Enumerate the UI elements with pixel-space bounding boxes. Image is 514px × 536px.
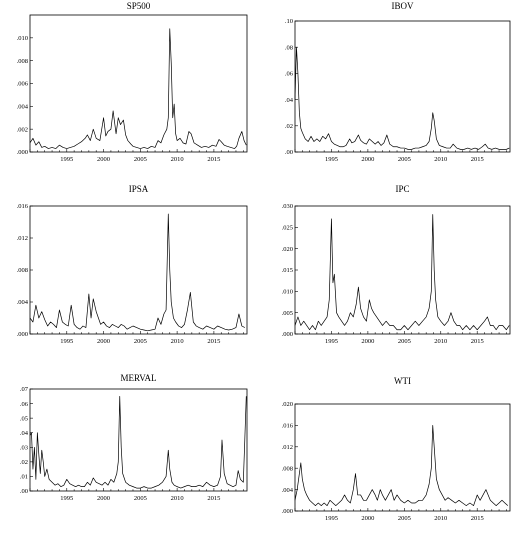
x-tick-label: 2000: [361, 338, 374, 345]
y-tick-label: .04: [20, 430, 29, 437]
x-tick-label: 2005: [134, 495, 147, 502]
x-tick-label: 1995: [60, 495, 73, 502]
panel-title-sp500: SP500: [127, 1, 151, 11]
x-tick-label: 2015: [207, 338, 220, 345]
panel-ipsa: IPSA .000 .004 .008 .012 .016 1995 2000 2005 2010…: [17, 184, 248, 345]
series-line-ipsa: [29, 213, 245, 332]
panel-sp500: SP500 .000 .002 .004 .006 .008 .010 1995 2000 200…: [17, 1, 248, 163]
y-tick-label: .004: [282, 487, 294, 494]
y-tick-label: .025: [282, 225, 293, 232]
y-tick-label: .000: [17, 149, 28, 156]
x-tick-label: 2005: [398, 156, 411, 163]
x-tick-label: 2010: [434, 156, 447, 163]
y-tick-label: .004: [17, 104, 29, 111]
x-tick-label: 2015: [471, 156, 484, 163]
x-tick-label: 2005: [134, 156, 147, 163]
x-tick-label: 1995: [325, 338, 338, 345]
y-tick-label: .00: [20, 488, 28, 495]
x-tick-label: 2005: [398, 515, 411, 522]
y-tick-label: .07: [20, 386, 29, 393]
x-tick-label: 2000: [97, 338, 110, 345]
x-tick-label: 2015: [207, 156, 220, 163]
x-tick-label: 1995: [325, 156, 338, 163]
series-line-merval: [29, 395, 247, 489]
y-tick-label: .02: [20, 459, 28, 466]
panel-title-ibov: IBOV: [392, 1, 414, 11]
series-line-ipc: [294, 214, 510, 331]
plot-frame-wti: [294, 403, 511, 512]
panel-title-merval: MERVAL: [120, 373, 156, 383]
panel-title-ipc: IPC: [395, 184, 409, 194]
x-tick-label: 2010: [171, 495, 184, 502]
y-tick-label: .01: [20, 474, 28, 481]
y-tick-label: .008: [17, 58, 28, 65]
y-tick-label: .010: [17, 35, 28, 42]
y-tick-label: .05: [20, 415, 28, 422]
x-tick-label: 2000: [97, 495, 110, 502]
y-tick-label: .06: [285, 71, 294, 78]
y-tick-label: .002: [17, 126, 28, 133]
plot-frame-ipsa: [29, 205, 248, 335]
x-tick-label: 2010: [171, 156, 184, 163]
y-tick-label: .012: [17, 235, 28, 242]
y-tick-label: .000: [282, 508, 293, 515]
panel-wti: WTI .000 .004 .008 .012 .016 .020 1995 2000 2005 2…: [282, 376, 511, 522]
x-tick-label: 2015: [207, 495, 220, 502]
panel-title-wti: WTI: [394, 376, 411, 386]
x-tick-label: 1995: [60, 338, 73, 345]
y-tick-label: .030: [282, 203, 293, 210]
x-tick-label: 2000: [361, 515, 374, 522]
y-tick-label: .008: [282, 465, 293, 472]
panel-merval: MERVAL .00 .01 .02 .03 .04 .05 .06 .07 1995 2000 20…: [20, 373, 248, 502]
series-line-sp500: [29, 28, 247, 149]
y-tick-label: .03: [20, 444, 28, 451]
series-line-ibov: [294, 46, 510, 150]
y-tick-label: .00: [285, 149, 293, 156]
y-tick-label: .06: [20, 401, 29, 408]
plot-frame-sp500: [29, 14, 248, 153]
series-line-wti: [294, 425, 509, 506]
y-tick-label: .10: [285, 18, 293, 25]
y-tick-label: .010: [282, 289, 293, 296]
y-tick-label: .000: [17, 331, 28, 338]
y-tick-label: .000: [282, 331, 293, 338]
y-tick-label: .015: [282, 267, 293, 274]
y-tick-label: .020: [282, 246, 293, 253]
y-tick-label: .08: [285, 44, 293, 51]
x-tick-label: 2005: [134, 338, 147, 345]
x-tick-label: 2000: [361, 156, 374, 163]
x-tick-label: 2010: [171, 338, 184, 345]
x-tick-label: 2005: [398, 338, 411, 345]
x-tick-label: 2000: [97, 156, 110, 163]
y-tick-label: .012: [282, 444, 293, 451]
plot-frame-merval: [29, 388, 248, 492]
x-tick-label: 2015: [471, 515, 484, 522]
y-tick-label: .005: [282, 310, 293, 317]
y-tick-label: .008: [17, 267, 28, 274]
plot-frame-ibov: [294, 20, 511, 153]
y-tick-label: .020: [282, 401, 293, 408]
x-tick-label: 2015: [471, 338, 484, 345]
y-tick-label: .016: [17, 203, 29, 210]
y-tick-label: .016: [282, 423, 294, 430]
y-tick-label: .004: [17, 299, 29, 306]
x-tick-label: 1995: [325, 515, 338, 522]
panel-ibov: IBOV .00 .02 .04 .06 .08 .10 1995 2000 2005 2010 20…: [285, 1, 511, 163]
x-tick-label: 1995: [60, 156, 73, 163]
y-tick-label: .04: [285, 97, 294, 104]
x-tick-label: 2010: [434, 338, 447, 345]
panel-ipc: IPC .000 .005 .010 .015 .020 .025 .030 1995 2000 2…: [282, 184, 511, 345]
y-tick-label: .02: [285, 123, 293, 130]
x-tick-label: 2010: [434, 515, 447, 522]
panel-title-ipsa: IPSA: [129, 184, 149, 194]
y-tick-label: .006: [17, 81, 29, 88]
